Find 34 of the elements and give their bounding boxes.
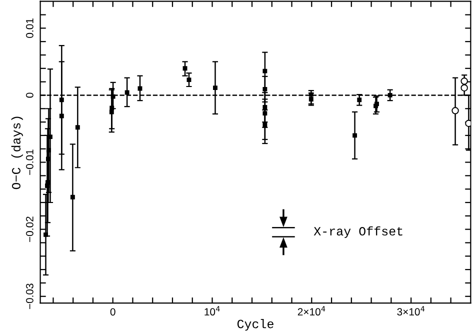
y-tick-label: 0.01 (26, 18, 34, 38)
point (124, 90, 130, 95)
point (460, 78, 468, 85)
y-axis-title: O−C (days) (11, 116, 23, 190)
x-tick-label: 0 (110, 308, 116, 316)
point (460, 84, 468, 92)
point (186, 78, 192, 82)
point (308, 97, 314, 102)
point (59, 114, 64, 118)
point (465, 120, 471, 127)
point (46, 156, 50, 162)
y-tick-label: 0 (26, 92, 34, 98)
x-tick-label: 10$^{4}$ (204, 306, 220, 316)
point (70, 194, 75, 200)
point (44, 232, 48, 237)
point (110, 94, 116, 99)
point (352, 133, 358, 138)
y-tick-label: −0.03 (26, 284, 34, 310)
point (182, 66, 188, 71)
y-tick-label: −0.01 (26, 150, 34, 175)
point (75, 125, 80, 130)
x-tick-label: 2×10$^{4}$ (298, 306, 326, 316)
point (357, 98, 362, 102)
point (262, 68, 268, 74)
y-tick-label: −0.02 (26, 216, 34, 242)
point (46, 148, 51, 152)
point (59, 98, 64, 102)
point (452, 107, 459, 114)
x-axis-title: Cycle (237, 319, 274, 331)
point (388, 92, 392, 98)
point (213, 86, 218, 90)
x-tick-label: 3×10$^{4}$ (397, 306, 425, 316)
annotation: X-ray Offset (314, 226, 402, 238)
point (46, 180, 50, 185)
